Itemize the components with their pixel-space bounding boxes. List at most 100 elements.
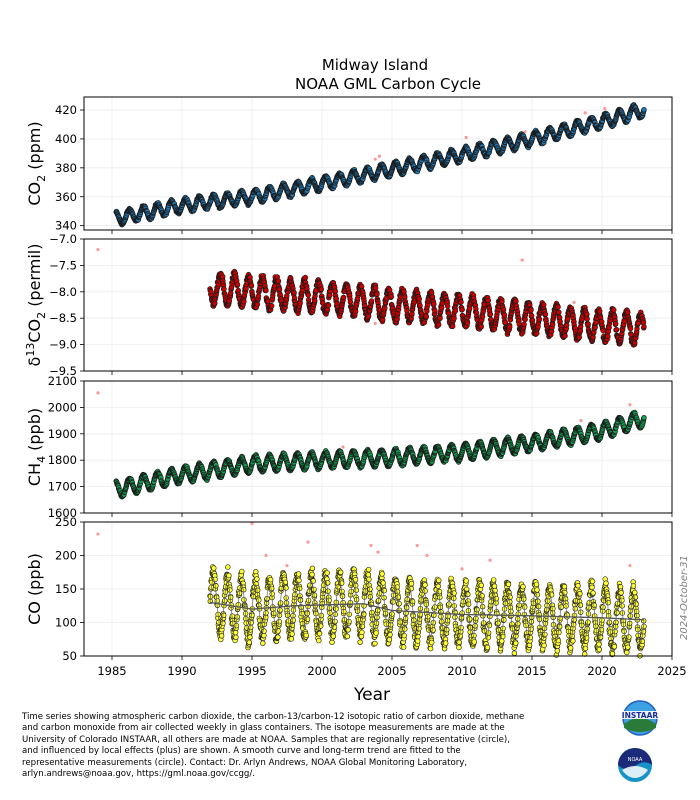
data-point [585, 321, 591, 327]
data-point [437, 315, 443, 321]
data-point [459, 306, 465, 313]
y-tick-label: 420 [55, 103, 77, 117]
y-tick-label: −8.5 [49, 311, 77, 325]
chart-title-line1: Midway Island [322, 56, 428, 74]
data-point [542, 311, 549, 317]
y-axis-label: δ13CO2 (permil) [24, 244, 48, 367]
data-point [241, 299, 247, 305]
data-point [423, 313, 429, 320]
outlier-point [603, 106, 607, 111]
data-point [513, 298, 519, 304]
data-point [500, 306, 507, 313]
data-point [432, 308, 438, 314]
outlier-point [96, 391, 100, 395]
outlier-point [572, 300, 576, 304]
data-point [248, 282, 255, 289]
data-point [359, 283, 365, 290]
data-point [502, 319, 508, 326]
data-point [353, 308, 359, 315]
data-point [521, 321, 527, 327]
data-point [444, 303, 451, 309]
data-point [528, 307, 534, 313]
date-stamp: 2024-October-31 [679, 555, 690, 640]
data-point [332, 288, 338, 294]
data-point [416, 296, 422, 302]
outlier-point [583, 111, 587, 115]
data-point [275, 278, 282, 284]
outlier-point [373, 321, 377, 326]
data-point [641, 324, 647, 330]
data-point [507, 324, 513, 330]
data-point [382, 305, 388, 312]
outlier-point [373, 157, 377, 161]
data-point [254, 301, 261, 308]
data-point [522, 316, 528, 323]
data-point [297, 300, 303, 306]
y-tick-label: −8.0 [49, 285, 77, 299]
outlier-point [520, 258, 524, 262]
outlier-point [464, 135, 468, 140]
data-point [318, 286, 324, 292]
outlier-point [579, 419, 583, 423]
data-point [458, 299, 464, 305]
data-point [584, 311, 590, 317]
data-point [555, 304, 561, 310]
outlier-point [377, 154, 381, 158]
ch4-points [113, 409, 647, 500]
data-point [431, 301, 437, 307]
data-point [325, 302, 332, 309]
chart-figure: Midway Island NOAA GML Carbon Cycle 2024… [24, 56, 690, 700]
outlier-point [628, 403, 632, 407]
data-point [373, 285, 379, 291]
data-point [528, 312, 535, 319]
y-axis-label: CO2 (ppm) [25, 121, 48, 205]
data-point [263, 287, 269, 294]
data-point [312, 298, 318, 304]
data-point [464, 320, 471, 326]
data-point [291, 290, 297, 296]
data-point [452, 308, 459, 314]
data-point [501, 312, 508, 318]
data-point [388, 294, 394, 300]
data-point [436, 322, 442, 328]
data-point [641, 106, 647, 113]
data-point [487, 311, 494, 317]
y-tick-label: −7.5 [49, 258, 77, 272]
data-point [305, 292, 311, 298]
chart-title-line2: NOAA GML Carbon Cycle [295, 75, 481, 93]
data-point [340, 294, 347, 301]
data-point [485, 297, 491, 304]
data-point [276, 286, 283, 292]
panel-co2: 340 360 380 400 420 CO2 (ppm) [25, 96, 673, 234]
panel-frame [83, 96, 673, 231]
data-point [451, 315, 457, 322]
y-tick-label: 360 [55, 190, 77, 204]
data-point [584, 316, 590, 322]
data-point [234, 281, 241, 288]
data-point [549, 321, 556, 327]
data-point [627, 325, 634, 332]
data-point [562, 333, 568, 339]
y-tick-label: −7.0 [49, 232, 77, 246]
data-point [374, 291, 380, 297]
data-point [565, 316, 571, 322]
y-tick-label: 380 [55, 161, 77, 175]
data-point [600, 327, 606, 334]
data-point [478, 324, 484, 330]
data-point [605, 333, 611, 339]
d13c-points [207, 268, 647, 348]
y-tick-label: −9.0 [49, 338, 77, 352]
outlier-point [523, 130, 527, 134]
y-tick-label: 340 [55, 219, 77, 233]
data-point [536, 316, 543, 322]
co2-points [113, 102, 647, 228]
y-tick-label: 400 [55, 132, 77, 146]
outlier-point [96, 247, 100, 252]
data-point [556, 309, 562, 315]
data-point [613, 326, 620, 333]
data-point [368, 298, 375, 304]
